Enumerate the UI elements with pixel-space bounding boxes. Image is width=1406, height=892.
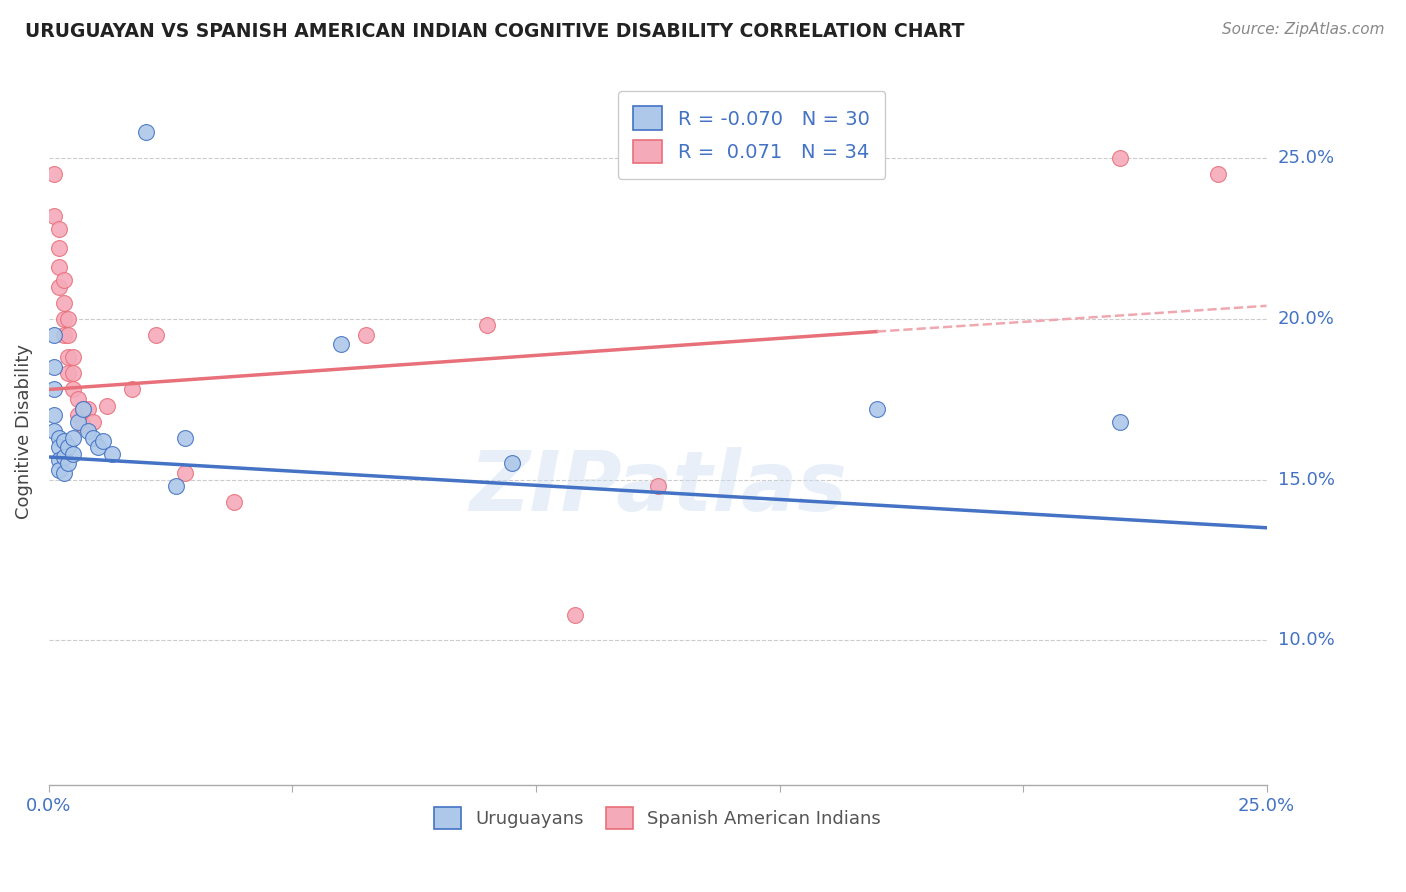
Point: [48, 241, 70, 255]
Point: [42, 424, 65, 438]
Point: [42, 383, 65, 397]
Point: [165, 479, 187, 493]
Point: [86, 441, 108, 455]
Point: [174, 466, 197, 480]
Point: [77, 424, 100, 438]
Y-axis label: Cognitive Disability: Cognitive Disability: [15, 343, 32, 519]
Point: [58, 441, 80, 455]
Point: [58, 351, 80, 365]
Point: [48, 441, 70, 455]
Text: 20.0%: 20.0%: [1278, 310, 1334, 327]
Point: [72, 417, 94, 432]
Point: [77, 401, 100, 416]
Legend: Uruguayans, Spanish American Indians: Uruguayans, Spanish American Indians: [420, 792, 896, 843]
Point: [135, 125, 157, 139]
Point: [42, 167, 65, 181]
Point: [866, 401, 889, 416]
Text: 10.0%: 10.0%: [1278, 632, 1334, 649]
Point: [62, 383, 84, 397]
Point: [42, 359, 65, 374]
Point: [564, 607, 586, 622]
Text: URUGUAYAN VS SPANISH AMERICAN INDIAN COGNITIVE DISABILITY CORRELATION CHART: URUGUAYAN VS SPANISH AMERICAN INDIAN COG…: [25, 22, 965, 41]
Point: [58, 457, 80, 471]
Point: [62, 447, 84, 461]
Point: [121, 383, 143, 397]
Point: [82, 415, 104, 429]
Point: [42, 327, 65, 342]
Point: [62, 367, 84, 381]
Point: [1109, 415, 1132, 429]
Point: [101, 447, 124, 461]
Text: 25.0%: 25.0%: [1278, 149, 1334, 167]
Point: [48, 453, 70, 467]
Point: [1109, 151, 1132, 165]
Point: [354, 327, 377, 342]
Point: [48, 463, 70, 477]
Point: [42, 408, 65, 422]
Point: [72, 401, 94, 416]
Point: [174, 431, 197, 445]
Point: [222, 495, 245, 509]
Point: [330, 337, 353, 351]
Point: [62, 431, 84, 445]
Point: [52, 273, 75, 287]
Text: ZIPatlas: ZIPatlas: [468, 448, 846, 528]
Point: [82, 431, 104, 445]
Point: [52, 434, 75, 448]
Text: Source: ZipAtlas.com: Source: ZipAtlas.com: [1222, 22, 1385, 37]
Point: [145, 327, 167, 342]
Point: [58, 327, 80, 342]
Point: [52, 450, 75, 464]
Point: [67, 415, 90, 429]
Point: [91, 434, 114, 448]
Point: [647, 479, 669, 493]
Point: [96, 399, 118, 413]
Point: [52, 295, 75, 310]
Point: [1206, 167, 1229, 181]
Point: [58, 311, 80, 326]
Point: [477, 318, 499, 332]
Point: [72, 401, 94, 416]
Point: [67, 408, 90, 422]
Point: [62, 351, 84, 365]
Point: [48, 221, 70, 235]
Point: [52, 327, 75, 342]
Point: [48, 431, 70, 445]
Point: [67, 392, 90, 406]
Point: [52, 466, 75, 480]
Point: [48, 260, 70, 275]
Point: [52, 311, 75, 326]
Text: 15.0%: 15.0%: [1278, 470, 1334, 489]
Point: [58, 367, 80, 381]
Point: [42, 209, 65, 223]
Point: [501, 457, 523, 471]
Point: [48, 279, 70, 293]
